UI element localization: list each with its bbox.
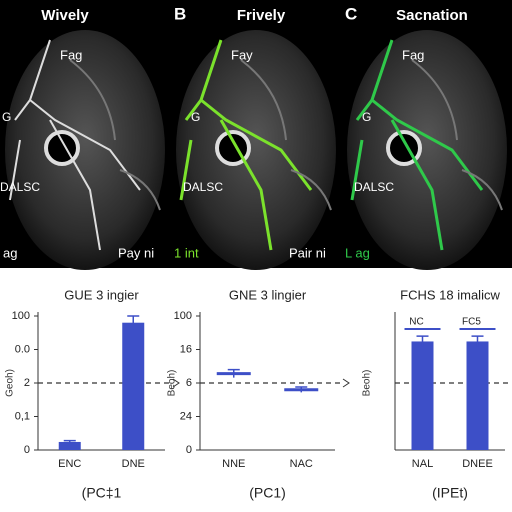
- bone-contour: [411, 59, 503, 211]
- y-tick-label: 6: [186, 377, 192, 389]
- x-tick-label: DNE: [122, 458, 145, 470]
- y-tick-label: 0,1: [15, 410, 30, 422]
- skull: [176, 30, 336, 270]
- skull: [5, 30, 165, 270]
- y-tick-label: 100: [12, 310, 30, 322]
- label-g: G: [362, 110, 371, 124]
- label-g: G: [191, 110, 200, 124]
- label-right: Pay ni: [118, 245, 154, 260]
- y-tick-label: 0: [24, 444, 30, 456]
- label-top: Fag: [60, 47, 82, 62]
- error-bar: [127, 315, 140, 330]
- bone-contour: [69, 59, 161, 211]
- skull: [347, 30, 507, 270]
- label-left: 1 int: [174, 245, 199, 260]
- panel-title: Sacnation: [396, 7, 468, 24]
- x-axis-label: (PC‡1: [82, 485, 122, 501]
- y-tick-label: 0: [186, 444, 192, 456]
- y-tick-label: 0.0: [15, 343, 30, 355]
- label-right: Pair ni: [289, 245, 326, 260]
- panel-letter: C: [345, 4, 357, 23]
- label-g: G: [2, 110, 11, 124]
- label-mid: DALSC: [354, 180, 394, 194]
- y-tick-label: 100: [174, 310, 192, 322]
- panel-letter: B: [174, 4, 186, 23]
- y-axis-label: Beoh): [362, 370, 373, 397]
- y-tick-label: 24: [180, 410, 192, 422]
- bar: [466, 341, 489, 450]
- label-mid: DALSC: [0, 180, 40, 194]
- nerve: [9, 39, 141, 251]
- x-tick-label: DNEE: [462, 458, 493, 470]
- x-tick-label: ENC: [58, 458, 81, 470]
- arrow: [342, 378, 350, 388]
- y-tick-label: 2: [24, 377, 30, 389]
- arrow: [172, 378, 180, 388]
- value-label: FC5: [462, 317, 481, 328]
- chart-title: FCHS 18 imalicw: [400, 287, 500, 302]
- nerve: [179, 39, 313, 251]
- x-axis-label: (PC1): [249, 485, 286, 501]
- error-bar: [295, 386, 308, 393]
- error-bar: [416, 335, 429, 347]
- error-bar: [63, 439, 76, 444]
- chart-title: GUE 3 ingier: [64, 287, 139, 302]
- chart-title: GNE 3 lingier: [229, 287, 307, 302]
- bar: [411, 341, 434, 450]
- panel-title: Wively: [41, 7, 89, 24]
- x-tick-label: NNE: [222, 458, 245, 470]
- bone-contour: [240, 59, 332, 211]
- label-left: L ag: [345, 245, 370, 260]
- y-axis-label: Geoh): [5, 369, 16, 397]
- panel-title: Frively: [237, 7, 286, 24]
- error-bar: [227, 368, 240, 378]
- bar: [58, 441, 81, 450]
- x-tick-label: NAC: [290, 458, 313, 470]
- bar: [122, 322, 145, 450]
- nerve: [350, 39, 484, 251]
- label-top: Fag: [402, 47, 424, 62]
- x-axis-label: (IPEt): [432, 485, 468, 501]
- label-left: ag: [3, 245, 17, 260]
- x-tick-label: NAL: [412, 458, 433, 470]
- error-bar: [471, 335, 484, 347]
- label-top: Fay: [231, 47, 253, 62]
- value-label: NC: [409, 317, 423, 328]
- y-tick-label: 16: [180, 343, 192, 355]
- label-mid: DALSC: [183, 180, 223, 194]
- y-axis-label: Beoh): [167, 370, 178, 397]
